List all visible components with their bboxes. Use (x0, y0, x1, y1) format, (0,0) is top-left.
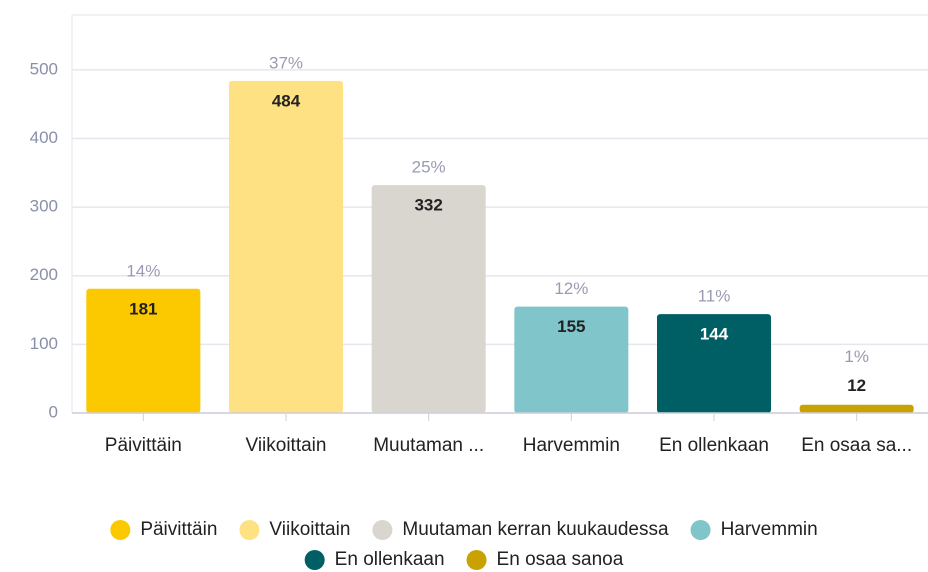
bar (229, 80, 343, 414)
bar (799, 404, 914, 413)
y-tick-label: 200 (30, 265, 58, 284)
percent-label: 11% (698, 287, 731, 306)
y-tick-label: 400 (30, 128, 58, 147)
legend-label: Harvemmin (721, 519, 818, 540)
legend-swatch (372, 520, 393, 540)
y-tick-label: 100 (30, 334, 58, 353)
value-label: 332 (414, 196, 442, 215)
value-label: 155 (557, 317, 585, 336)
x-tick-label: En ollenkaan (659, 435, 769, 456)
percent-label: 12% (554, 279, 588, 298)
legend-label: Viikoittain (269, 519, 350, 540)
legend-swatch (690, 520, 711, 540)
x-tick-label: Viikoittain (246, 435, 327, 456)
x-tick-label: En osaa sa... (801, 435, 912, 456)
percent-label: 14% (126, 261, 160, 280)
percent-label: 25% (412, 158, 446, 177)
y-tick-label: 300 (30, 197, 58, 216)
bar (86, 288, 201, 413)
bar (514, 306, 629, 413)
legend-label: Päivittäin (140, 519, 217, 540)
x-tick-label: Harvemmin (523, 435, 620, 456)
percent-label: 37% (269, 53, 303, 72)
legend-label: En osaa sanoa (497, 549, 624, 570)
legend-swatch (304, 550, 325, 570)
value-label: 181 (129, 299, 157, 318)
x-tick-label: Muutaman ... (373, 435, 484, 456)
value-label: 12 (847, 376, 866, 395)
legend-label: En ollenkaan (335, 549, 445, 570)
y-tick-label: 500 (30, 59, 58, 78)
legend-swatch (110, 520, 131, 540)
legend-swatch (239, 520, 260, 540)
value-label: 144 (700, 325, 729, 344)
value-label: 484 (272, 91, 301, 110)
y-tick-label: 0 (49, 402, 58, 421)
x-tick-label: Päivittäin (105, 435, 182, 456)
percent-label: 1% (844, 347, 869, 366)
legend-swatch (466, 550, 487, 570)
bar (657, 314, 771, 413)
bar (371, 185, 486, 413)
legend-label: Muutaman kerran kuukaudessa (402, 519, 669, 540)
